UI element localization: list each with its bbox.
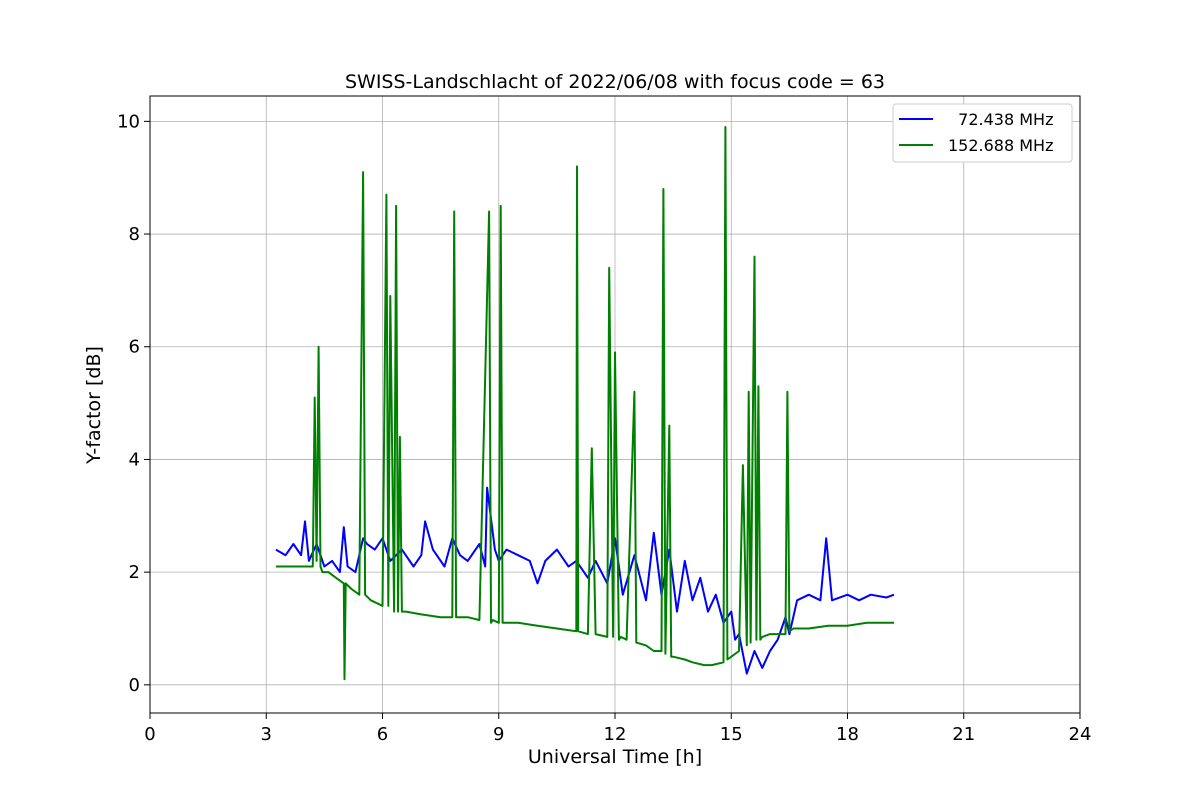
x-axis-label: Universal Time [h] xyxy=(528,746,702,768)
y-axis: 0 2 4 6 8 10 xyxy=(117,111,150,696)
x-tick-label: 3 xyxy=(261,724,272,745)
x-tick-label: 24 xyxy=(1069,724,1092,745)
legend-box xyxy=(892,103,1073,163)
legend-label-series-1: 152.688 MHz xyxy=(948,136,1053,155)
chart-title: SWISS-Landschlacht of 2022/06/08 with fo… xyxy=(345,71,885,93)
x-tick-label: 6 xyxy=(377,724,388,745)
y-tick-label: 0 xyxy=(129,675,140,696)
legend: 72.438 MHz 152.688 MHz xyxy=(892,103,1073,163)
x-tick-label: 0 xyxy=(144,724,155,745)
y-tick-label: 8 xyxy=(129,224,140,245)
y-tick-label: 4 xyxy=(129,449,140,470)
series-layer xyxy=(275,126,895,681)
x-axis: 0 3 6 9 12 15 18 21 24 xyxy=(144,713,1091,745)
x-tick-label: 9 xyxy=(493,724,504,745)
legend-label-series-0: 72.438 MHz xyxy=(948,110,1053,129)
x-tick-label: 12 xyxy=(604,724,627,745)
series-line-1 xyxy=(275,126,894,681)
y-tick-label: 6 xyxy=(129,337,140,358)
x-tick-label: 21 xyxy=(952,724,975,745)
y-tick-label: 10 xyxy=(117,111,140,132)
x-tick-label: 18 xyxy=(836,724,859,745)
y-axis-label: Y-factor [dB] xyxy=(83,346,105,465)
x-tick-label: 15 xyxy=(720,724,743,745)
y-tick-label: 2 xyxy=(129,562,140,583)
